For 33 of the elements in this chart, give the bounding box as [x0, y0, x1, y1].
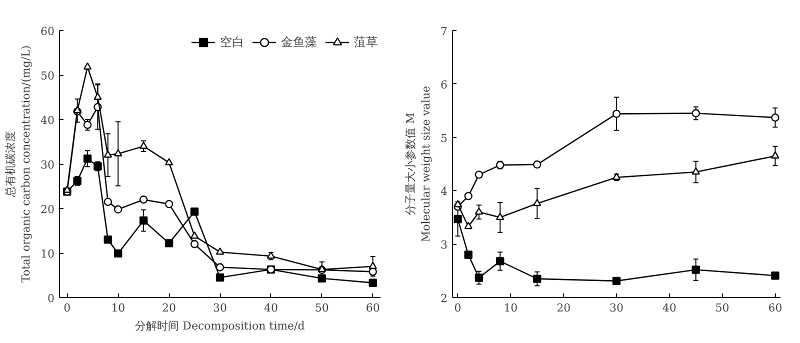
x-tick-label: 0: [64, 302, 71, 314]
x-tick-label: 20: [556, 302, 571, 314]
x-tick-label: 50: [715, 302, 730, 314]
x-tick-label: 40: [662, 302, 676, 314]
y-tick-label: 60: [40, 25, 55, 38]
x-tick-label: 10: [504, 302, 518, 314]
x-tick-label: 10: [111, 302, 126, 314]
x-tick-label: 20: [162, 302, 176, 314]
x-tick-label: 0: [454, 302, 462, 314]
y-tick-label: 5: [440, 132, 448, 145]
legend-label: 金鱼藻: [281, 34, 317, 50]
x-tick-label: 30: [610, 302, 624, 314]
y-axis-title: 总有机碳浓度 Total organic carbon concentration/(mg/L): [4, 45, 33, 283]
y-tick-label: 0: [48, 292, 54, 305]
x-tick-label: 50: [314, 302, 329, 314]
legend-label: 空白: [220, 34, 244, 50]
x-tick-label: 30: [213, 302, 227, 314]
y-tick-label: 10: [40, 248, 55, 260]
x-tick-label: 40: [264, 302, 278, 314]
y-tick-label: 30: [40, 158, 55, 172]
legend-label: 菹草: [354, 34, 378, 50]
x-tick-label: 60: [768, 302, 782, 314]
y-tick-label: 20: [40, 203, 55, 216]
y-tick-label: 40: [40, 114, 55, 127]
y-tick-label: 3: [440, 238, 448, 252]
y-tick-label: 4: [440, 185, 448, 198]
x-axis-title: 分解时间 Decomposition time/d: [135, 320, 305, 332]
y-tick-label: 50: [40, 70, 55, 82]
x-tick-label: 60: [366, 302, 380, 314]
y-tick-label: 2: [440, 292, 448, 305]
y-tick-label: 7: [440, 25, 448, 38]
y-axis-title: 分子量大小参数值 M Molecular weight size value: [404, 86, 432, 242]
y-tick-label: 6: [440, 78, 448, 92]
